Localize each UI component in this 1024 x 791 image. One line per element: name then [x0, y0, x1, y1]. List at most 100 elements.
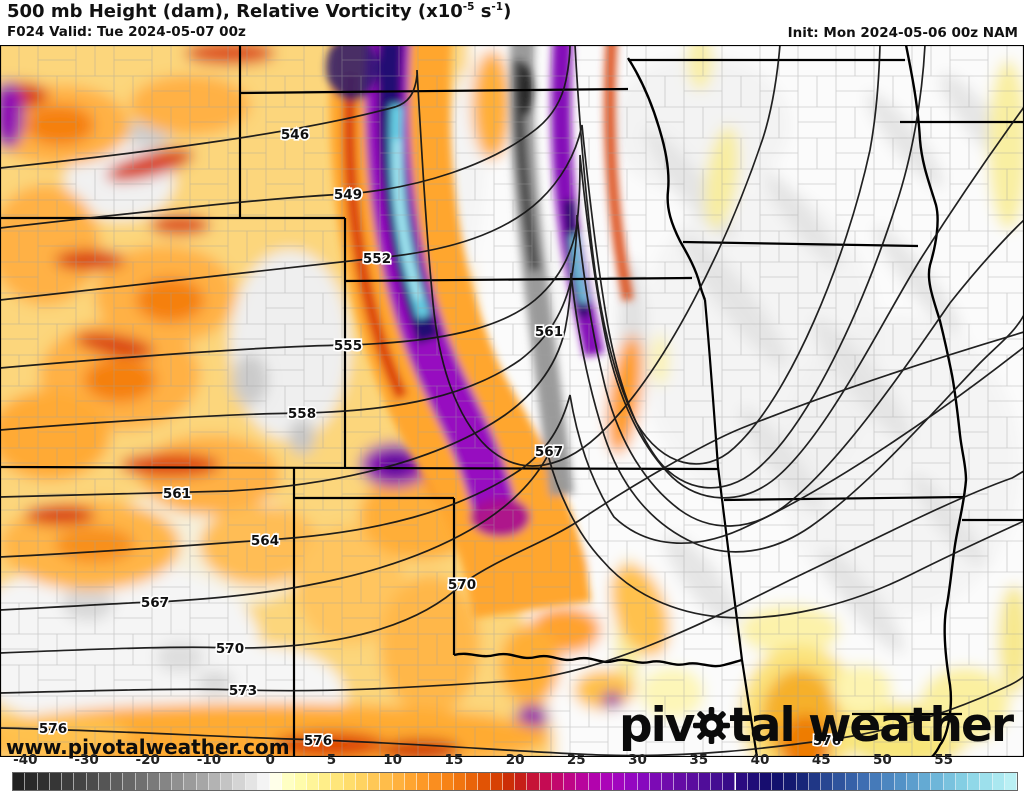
colorbar-segment [931, 773, 944, 790]
colorbar-segment [478, 773, 491, 790]
colorbar-segment [368, 773, 381, 790]
colorbar-segment [123, 773, 136, 790]
colorbar-segment [429, 773, 442, 790]
colorbar-segment [233, 773, 246, 790]
colorbar-segment [955, 773, 969, 790]
title-units: s [474, 1, 492, 22]
colorbar-segment [857, 773, 871, 790]
colorbar-tick-label: -20 [135, 752, 160, 768]
colorbar-segment [147, 773, 160, 790]
colorbar-segment [160, 773, 173, 790]
init-time-label: Init: Mon 2024-05-06 00z NAM [787, 25, 1018, 41]
colorbar-ticks: -40 -30 -20 -10 0 5 10 15 20 25 30 35 40 45 50 55 [0, 752, 1024, 771]
contour-label: 561 [535, 324, 563, 340]
colorbar-tick-label: 5 [326, 752, 337, 768]
page-title: 500 mb Height (dam), Relative Vorticity … [7, 1, 511, 22]
contour-label: 561 [163, 486, 191, 502]
colorbar-segment [111, 773, 124, 790]
colorbar-segment [551, 773, 565, 790]
header: 500 mb Height (dam), Relative Vorticity … [0, 0, 1024, 45]
colorbar-tick-label: 45 [811, 752, 831, 768]
logo-text-pre: piv [618, 698, 695, 753]
contour-label: 549 [334, 187, 362, 203]
contour-label: 570 [448, 577, 476, 593]
colorbar-tick-label: 20 [505, 752, 525, 768]
contour-label: 567 [535, 444, 563, 460]
colorbar-segment [698, 773, 711, 790]
contour-label: 576 [304, 733, 332, 749]
colorbar-segment [319, 773, 332, 790]
colorbar-tick-label: 50 [873, 752, 892, 768]
colorbar-tick-label: 0 [265, 752, 275, 768]
contour-label: 573 [229, 683, 257, 699]
colorbar-segment [13, 773, 26, 790]
colorbar-segment [221, 773, 234, 790]
colorbar-segment [355, 773, 369, 790]
contour-label: 567 [141, 595, 169, 611]
contour-label: 564 [251, 533, 279, 549]
contour-label: 576 [39, 721, 67, 737]
colorbar-segment [196, 773, 209, 790]
contour-labels: 546 549 552 555 558 561 561 564 567 567 570 570 573 5… [37, 125, 842, 750]
contour-label: 546 [281, 127, 309, 143]
title-superscript: -1 [491, 1, 504, 13]
colorbar-segment [625, 773, 638, 790]
colorbar-segment [172, 773, 185, 790]
contour-label: 576 [813, 733, 841, 749]
colorbar-segment [74, 773, 87, 790]
colorbar-segment [270, 773, 283, 790]
colorbar-segment [711, 773, 724, 790]
colorbar-segment [870, 773, 883, 790]
map-image: 546 549 552 555 558 561 561 564 567 567 570 570 573 5… [0, 45, 1024, 757]
colorbar-segment [992, 773, 1005, 790]
colorbar-segment [539, 773, 552, 790]
colorbar-segment [515, 773, 528, 790]
colorbar-segment [600, 773, 614, 790]
watermark: www.pivotalweather.com [6, 735, 290, 759]
colorbar-segment [564, 773, 577, 790]
colorbar-segment [135, 773, 148, 790]
colorbar-segment [282, 773, 295, 790]
colorbar-segment [245, 773, 258, 790]
colorbar-segment [441, 773, 454, 790]
colorbar-segment [37, 773, 50, 790]
colorbar-segment [404, 773, 418, 790]
colorbar-segment [662, 773, 675, 790]
colorbar-segment [760, 773, 773, 790]
colorbar-segment [208, 773, 222, 790]
contour-label: 555 [334, 338, 362, 354]
colorbar-segment [968, 773, 981, 790]
colorbar-tick-label: 40 [750, 752, 770, 768]
colorbar-segment [784, 773, 797, 790]
contour-label: 552 [363, 251, 391, 267]
contour-label: 558 [288, 406, 316, 422]
colorbar-segment [882, 773, 895, 790]
title-text: 500 mb Height (dam), Relative Vorticity … [7, 1, 463, 22]
colorbar-segment [62, 773, 75, 790]
map-svg: 546 549 552 555 558 561 561 564 567 567 570 570 573 5… [0, 45, 1024, 757]
colorbar-segment [453, 773, 467, 790]
colorbar-segment [49, 773, 63, 790]
colorbar-segment [919, 773, 932, 790]
logo-text-post: tal weather [729, 698, 1014, 753]
colorbar-segment [502, 773, 516, 790]
colorbar-segment [490, 773, 503, 790]
colorbar-tick-label: 15 [444, 752, 464, 768]
colorbar-segment [980, 773, 993, 790]
gear-icon [693, 705, 731, 752]
valid-time-label: F024 Valid: Tue 2024-05-07 00z [7, 24, 246, 40]
county-borders [0, 45, 1024, 757]
colorbar-segment [306, 773, 320, 790]
colorbar-segment [735, 773, 748, 790]
colorbar-segment [86, 773, 99, 790]
colorbar-segment [943, 773, 956, 790]
title-superscript: -5 [462, 1, 475, 13]
colorbar-segment [294, 773, 307, 790]
colorbar-segment [723, 773, 736, 790]
colorbar-segment [588, 773, 601, 790]
colorbar-segment [343, 773, 356, 790]
colorbar-tick-label: -40 [13, 752, 38, 768]
colorbar-tick-label: -10 [196, 752, 222, 768]
colorbar-segment [674, 773, 687, 790]
